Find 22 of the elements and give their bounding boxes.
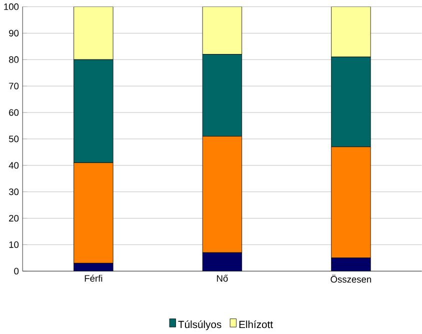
y-tick-label: 20 — [9, 215, 19, 222]
bar — [331, 258, 371, 272]
y-tick-label: 30 — [8, 188, 19, 196]
bar — [202, 6, 242, 55]
y-tick-label: 70 — [9, 82, 19, 90]
y-tick-label: 60 — [9, 109, 19, 116]
y-tick-label: 90 — [9, 30, 19, 37]
x-tick-label: Összesen — [330, 274, 372, 283]
y-tick-label: 50 — [8, 136, 19, 142]
y-tick-label: 0 — [14, 268, 19, 275]
y-tick-label: 40 — [8, 162, 19, 169]
legend-label: Elhízott — [239, 320, 273, 328]
x-tick-label: Nő — [217, 274, 228, 282]
y-tick-label: 100 — [4, 4, 19, 10]
bar — [331, 6, 371, 58]
bar — [74, 263, 114, 272]
y-tick-label: 80 — [9, 56, 19, 64]
x-tick-label: Férfi — [84, 274, 102, 282]
bar — [202, 252, 242, 272]
legend-label: Túlsúlyos — [178, 320, 222, 330]
y-tick-label: 10 — [9, 242, 19, 248]
bar — [74, 6, 114, 60]
